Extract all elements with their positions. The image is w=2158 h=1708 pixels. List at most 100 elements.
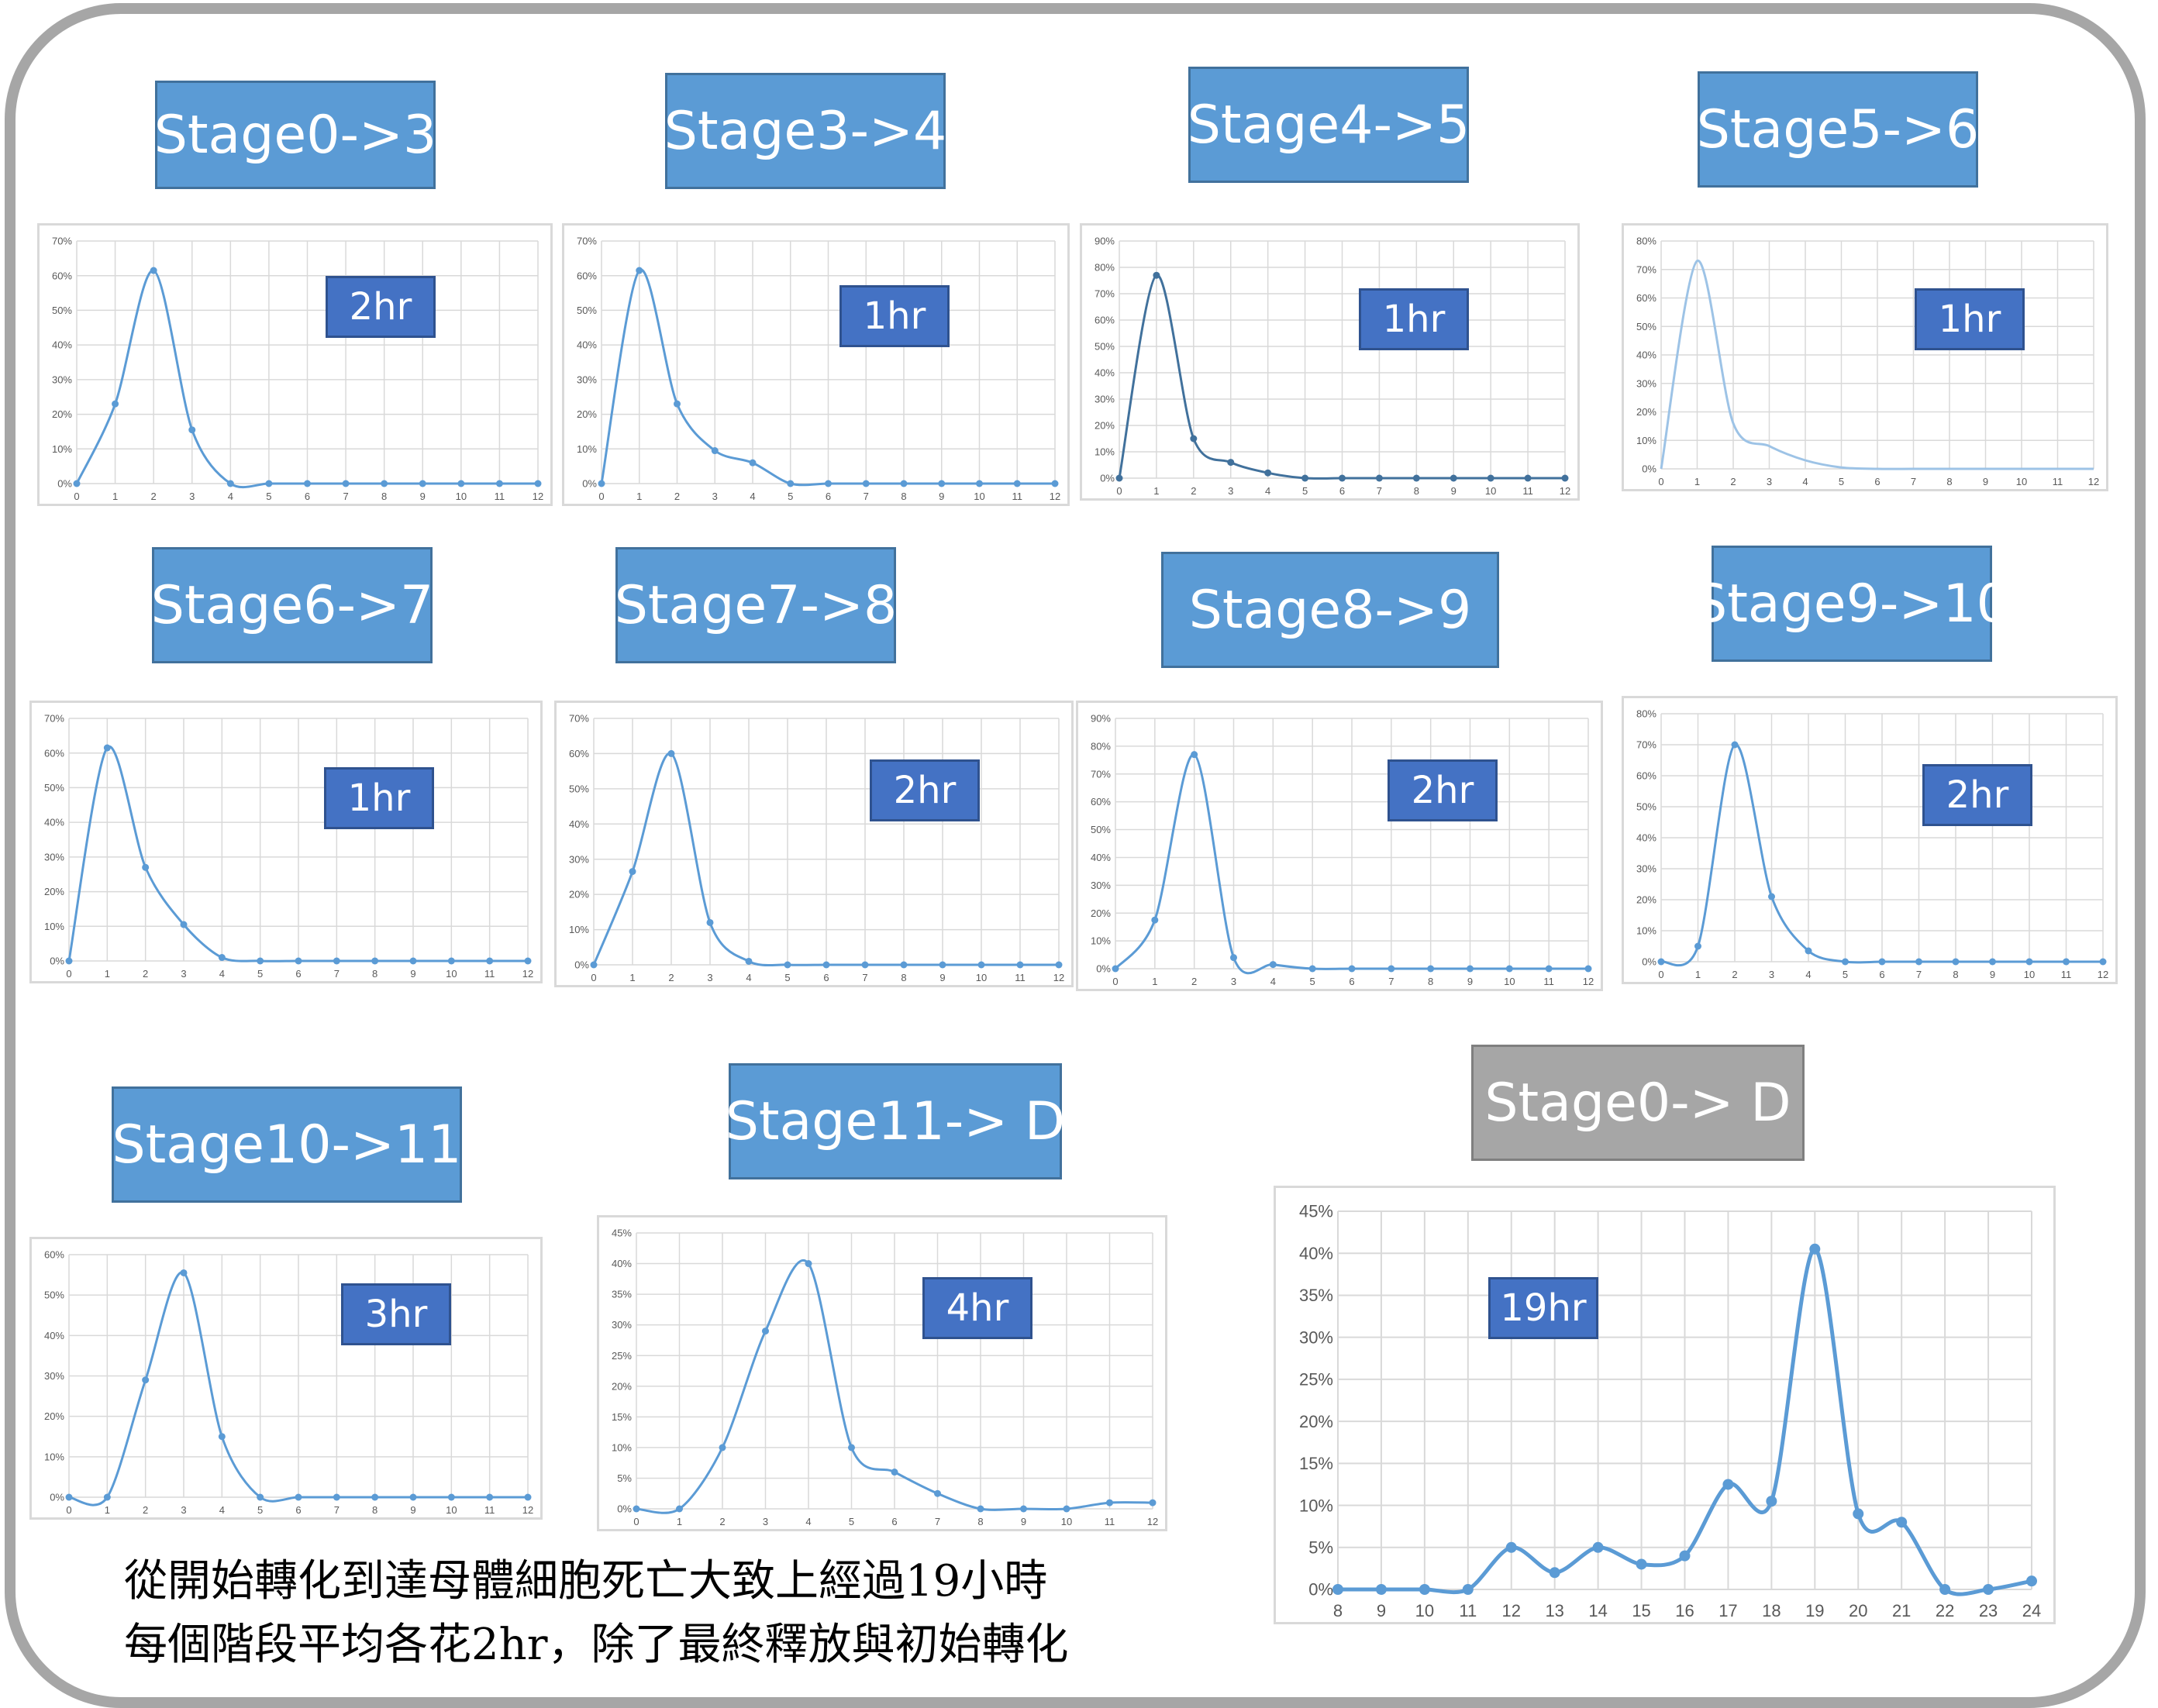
x-tick-label: 9: [410, 968, 415, 980]
data-point: [939, 961, 946, 969]
y-tick-label: 20%: [577, 408, 597, 420]
y-tick-label: 70%: [1091, 768, 1111, 780]
data-point: [295, 957, 302, 965]
y-tick-label: 0%: [1308, 1580, 1333, 1600]
data-point: [787, 480, 795, 487]
chart-svg-1: 0%10%20%30%40%50%60%70%0 1 2 3 4 5 6 7 8 9 10 11 12: [52, 236, 543, 502]
data-point: [1269, 961, 1277, 969]
data-point: [1151, 916, 1159, 924]
y-tick-label: 60%: [44, 1249, 64, 1261]
x-tick-label: 11: [1459, 1601, 1477, 1620]
y-tick-label: 90%: [1095, 236, 1115, 247]
y-tick-label: 20%: [1299, 1412, 1333, 1431]
y-tick-label: 40%: [1095, 367, 1115, 379]
data-point: [1227, 459, 1235, 467]
x-tick-label: 7: [1377, 485, 1382, 497]
chart-11: 0% 5% 10% 15% 20% 25% 30% 35% 40% 45% 8 9 10 11 12 13 14…: [1274, 1186, 2056, 1624]
chart-5: 0% 10% 20% 30% 40% 50% 60% 70% 0 1 2 3 4 5 6 7 8 9 10 11 12: [29, 701, 543, 983]
x-tick-label: 11: [2061, 969, 2072, 980]
y-tick-label: 30%: [1636, 863, 1656, 875]
y-tick-label: 80%: [1091, 740, 1111, 752]
x-tick-label: 15: [1632, 1601, 1650, 1620]
x-tick-label: 8: [381, 491, 387, 502]
x-tick-label: 6: [295, 1504, 301, 1516]
y-tick-label: 50%: [1091, 824, 1111, 835]
y-tick-label: 15%: [1299, 1454, 1333, 1473]
stage-title-3: Stage4->5: [1188, 67, 1470, 183]
caption-line-1: 從開始轉化到達母體細胞死亡大致上經過19小時: [124, 1556, 1048, 1606]
y-tick-label: 10%: [52, 443, 72, 455]
duration-badge-5: 1hr: [324, 767, 434, 829]
chart-8: 0% 10% 20% 30% 40% 50% 60% 70% 80% 0 1 2 3 4 5 6 7 8 9 10 11…: [1622, 696, 2118, 984]
stage-title-2: Stage3->4: [664, 73, 946, 189]
y-tick-label: 40%: [569, 818, 589, 830]
data-point: [891, 1469, 898, 1476]
x-tick-label: 18: [1762, 1601, 1781, 1620]
data-point: [934, 1489, 941, 1497]
y-tick-label: 0%: [1642, 956, 1656, 968]
y-tick-label: 20%: [1091, 907, 1111, 919]
y-tick-label: 0%: [1096, 963, 1111, 975]
x-tick-label: 10: [974, 491, 984, 502]
y-tick-label: 10%: [44, 921, 64, 932]
chart-svg-9: 0%10%20%30%40%50%60%0 1 2 3 4 5 6 7 8 9 10 11 12: [44, 1249, 533, 1516]
y-tick-label: 10%: [1299, 1496, 1333, 1515]
data-point: [112, 400, 119, 408]
y-tick-label: 10%: [569, 924, 589, 935]
y-tick-label: 50%: [44, 1290, 64, 1301]
x-tick-label: 10: [456, 491, 467, 502]
series-line: [1660, 260, 2094, 470]
chart-svg-2: 0%10%20%30%40%50%60%70%0 1 2 3 4 5 6 7 8 9 10 11 12: [577, 236, 1060, 502]
x-tick-label: 8: [977, 1516, 983, 1527]
data-point: [1153, 271, 1160, 279]
x-tick-label: 7: [1916, 969, 1922, 980]
y-tick-label: 0%: [57, 478, 72, 490]
x-tick-label: 7: [334, 1504, 340, 1516]
x-tick-label: 1: [629, 972, 635, 983]
x-tick-label: 1: [636, 491, 642, 502]
y-tick-label: 90%: [1091, 713, 1111, 725]
x-tick-label: 3: [712, 491, 718, 502]
data-point: [1450, 474, 1457, 482]
y-tick-label: 60%: [569, 748, 589, 759]
y-tick-label: 20%: [44, 886, 64, 897]
data-point: [1063, 1505, 1070, 1513]
x-tick-label: 0: [66, 1504, 71, 1516]
stage-title-6: Stage7->8: [615, 547, 897, 663]
x-tick-label: 11: [495, 491, 505, 502]
y-tick-label: 10%: [612, 1441, 632, 1453]
x-tick-label: 2: [1732, 969, 1737, 980]
x-tick-label: 1: [677, 1516, 682, 1527]
data-point: [486, 957, 494, 965]
y-tick-label: 0%: [50, 956, 64, 967]
x-tick-label: 7: [864, 491, 869, 502]
x-tick-label: 2: [143, 1504, 148, 1516]
x-tick-label: 21: [1892, 1601, 1911, 1620]
duration-badge-3: 1hr: [1359, 288, 1469, 350]
data-point: [103, 1493, 111, 1501]
x-tick-label: 11: [1105, 1516, 1115, 1527]
y-tick-label: 80%: [1636, 236, 1656, 247]
data-point: [1505, 965, 1513, 973]
y-tick-label: 30%: [44, 1370, 64, 1382]
y-tick-label: 5%: [617, 1472, 632, 1484]
data-point: [1264, 469, 1272, 477]
x-tick-label: 12: [522, 1504, 533, 1516]
data-point: [371, 1493, 379, 1501]
data-point: [447, 1493, 455, 1501]
x-tick-label: 11: [1522, 485, 1533, 497]
y-tick-label: 60%: [52, 270, 72, 281]
y-tick-label: 0%: [574, 959, 589, 971]
y-tick-label: 40%: [1636, 832, 1656, 844]
x-tick-label: 4: [1270, 976, 1276, 987]
x-tick-label: 5: [849, 1516, 854, 1527]
y-tick-label: 60%: [577, 270, 597, 281]
x-tick-label: 6: [1349, 976, 1354, 987]
data-point: [257, 957, 264, 965]
x-tick-label: 24: [2022, 1601, 2041, 1620]
x-tick-label: 12: [533, 491, 543, 502]
data-point: [1915, 958, 1922, 966]
y-tick-label: 0%: [582, 478, 597, 490]
x-tick-label: 6: [295, 968, 301, 980]
data-point: [65, 957, 73, 965]
